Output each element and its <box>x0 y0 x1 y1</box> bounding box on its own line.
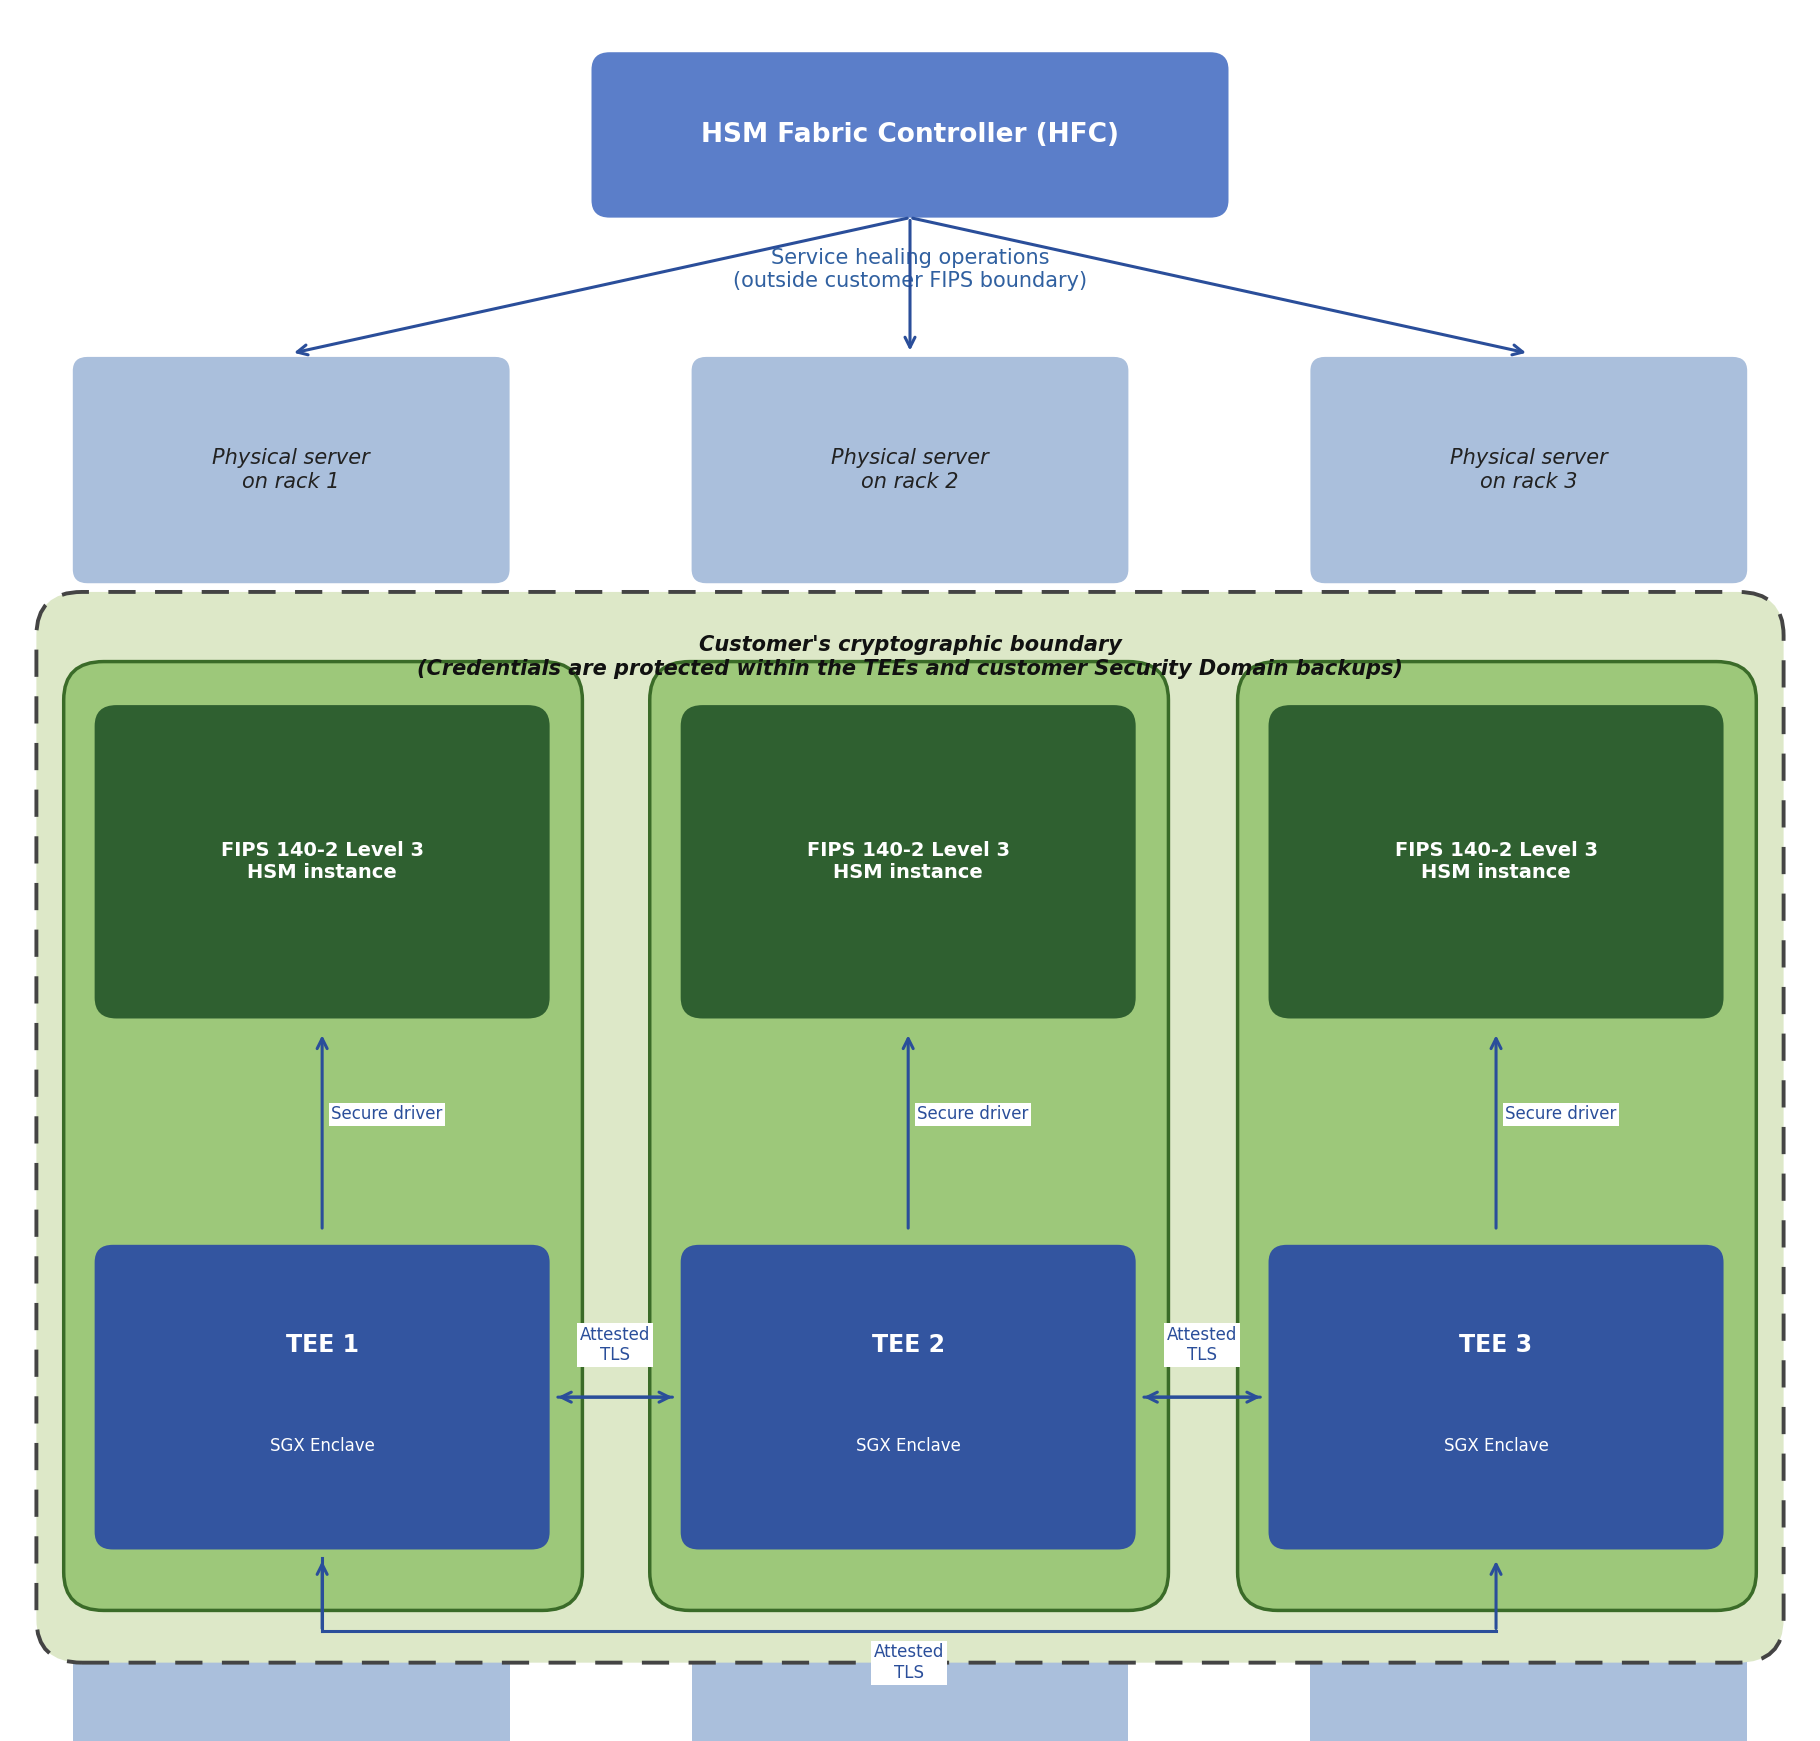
Text: SGX Enclave: SGX Enclave <box>855 1436 961 1455</box>
Bar <box>1310 1654 1747 1741</box>
FancyBboxPatch shape <box>1238 662 1756 1610</box>
Text: SGX Enclave: SGX Enclave <box>1443 1436 1549 1455</box>
Text: Secure driver: Secure driver <box>1505 1106 1616 1123</box>
FancyBboxPatch shape <box>1310 357 1747 583</box>
Text: Secure driver: Secure driver <box>917 1106 1028 1123</box>
Text: TEE 1: TEE 1 <box>286 1334 359 1356</box>
FancyBboxPatch shape <box>1269 1245 1724 1549</box>
Text: SGX Enclave: SGX Enclave <box>269 1436 375 1455</box>
FancyBboxPatch shape <box>692 357 1128 583</box>
Bar <box>73 1654 510 1741</box>
Text: Physical server
on rack 1: Physical server on rack 1 <box>213 449 369 491</box>
FancyBboxPatch shape <box>1269 705 1724 1018</box>
Text: TEE 2: TEE 2 <box>872 1334 945 1356</box>
FancyBboxPatch shape <box>650 662 1168 1610</box>
Text: FIPS 140-2 Level 3
HSM instance: FIPS 140-2 Level 3 HSM instance <box>1394 841 1598 883</box>
Text: TEE 3: TEE 3 <box>1460 1334 1532 1356</box>
Text: Attested
TLS: Attested TLS <box>581 1325 650 1365</box>
Text: HSM Fabric Controller (HFC): HSM Fabric Controller (HFC) <box>701 122 1119 148</box>
FancyBboxPatch shape <box>681 705 1136 1018</box>
FancyBboxPatch shape <box>681 1245 1136 1549</box>
Text: Physical server
on rack 2: Physical server on rack 2 <box>832 449 988 491</box>
Text: FIPS 140-2 Level 3
HSM instance: FIPS 140-2 Level 3 HSM instance <box>806 841 1010 883</box>
FancyBboxPatch shape <box>73 357 510 583</box>
Text: Attested
TLS: Attested TLS <box>874 1644 945 1682</box>
FancyBboxPatch shape <box>95 1245 550 1549</box>
Text: FIPS 140-2 Level 3
HSM instance: FIPS 140-2 Level 3 HSM instance <box>220 841 424 883</box>
FancyBboxPatch shape <box>95 705 550 1018</box>
Text: Customer's cryptographic boundary
(Credentials are protected within the TEEs and: Customer's cryptographic boundary (Crede… <box>417 635 1403 679</box>
FancyBboxPatch shape <box>36 592 1784 1663</box>
FancyBboxPatch shape <box>592 52 1228 218</box>
Bar <box>692 1654 1128 1741</box>
Text: Secure driver: Secure driver <box>331 1106 442 1123</box>
FancyBboxPatch shape <box>64 662 582 1610</box>
Text: Attested
TLS: Attested TLS <box>1167 1325 1238 1365</box>
Text: Physical server
on rack 3: Physical server on rack 3 <box>1451 449 1607 491</box>
Text: Service healing operations
(outside customer FIPS boundary): Service healing operations (outside cust… <box>733 249 1087 291</box>
